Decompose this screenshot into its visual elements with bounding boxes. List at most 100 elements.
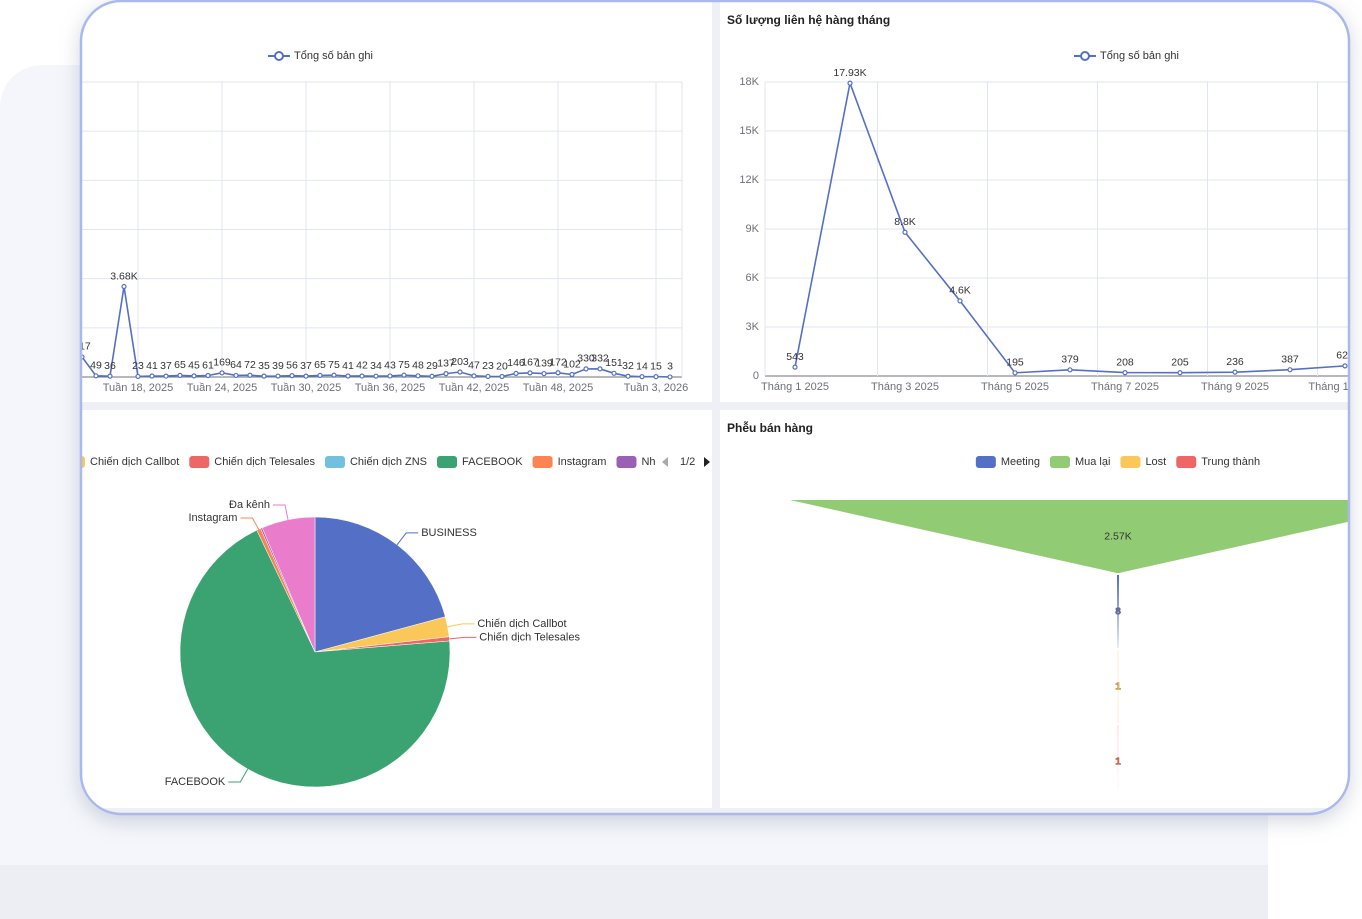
data-label: 37 [160, 360, 172, 372]
slice-label: Chiến dịch Telesales [479, 631, 580, 643]
data-label: 43 [384, 360, 396, 372]
data-point [1122, 370, 1128, 376]
pie-slice [179, 529, 451, 788]
data-label: 20 [496, 360, 508, 372]
legend-marker [1080, 51, 1090, 61]
data-label: 34 [370, 360, 382, 372]
data-label: 151 [605, 357, 623, 369]
legend-label: Instagram [558, 456, 607, 468]
legend-next[interactable] [704, 457, 710, 467]
data-point [792, 364, 798, 370]
label-line [228, 768, 249, 783]
slice-label: Instagram [188, 512, 237, 524]
data-label: 102 [563, 358, 581, 370]
data-point [1012, 370, 1018, 376]
data-label: 169 [213, 357, 231, 369]
data-label: 47 [468, 360, 480, 372]
data-label: 620 [1336, 350, 1354, 362]
data-label: 45 [188, 360, 200, 372]
data-point [163, 373, 169, 379]
data-label: 332 [591, 353, 609, 365]
data-point [902, 229, 908, 235]
legend-marker [616, 456, 637, 468]
data-point [583, 366, 589, 372]
legend-label: Tổng số bản ghi [1100, 50, 1179, 62]
funnel-layer [1116, 575, 1120, 648]
slice-label: Chiến dịch Callbot [477, 618, 566, 630]
weekly-panel: Tuần 18, 2025 Tuần 24, 2025 Tuần 30, 2025 T… [73, 2, 712, 402]
panel-bg [82, 2, 712, 402]
data-label: 8.8K [894, 216, 916, 228]
x-tick-label: Tuần 30, 2025 [271, 382, 342, 394]
data-label: 65 [174, 359, 186, 371]
legend-marker [1120, 456, 1141, 468]
data-label: 75 [328, 359, 340, 371]
x-tick-label: Tháng 1 2025 [761, 381, 829, 393]
slice-label: Đa kênh [229, 499, 270, 511]
data-point [527, 370, 533, 376]
data-point [191, 373, 197, 379]
monthly-panel: Số lượng liên hệ hàng tháng 0 3K 6K 9K 12K 15… [720, 2, 1354, 402]
data-label: 817 [73, 341, 91, 353]
legend-label: Lost [1145, 456, 1166, 468]
legend-label: Meeting [1001, 456, 1040, 468]
x-tick-label: Tháng 9 2025 [1201, 381, 1269, 393]
data-point [387, 373, 393, 379]
data-label: 42 [356, 360, 368, 372]
card-content: Tuần 18, 2025 Tuần 24, 2025 Tuần 30, 2025 T… [73, 2, 1354, 808]
data-label: 236 [1226, 356, 1244, 368]
data-label: 35 [258, 360, 270, 372]
x-tick-label: Tuần 42, 2025 [439, 382, 510, 394]
data-point [443, 371, 449, 377]
legend-marker [1176, 456, 1197, 468]
data-point [569, 371, 575, 378]
data-label: 146 [507, 357, 525, 369]
legend-label: Trung thành [1201, 456, 1260, 468]
data-label: 203 [451, 356, 469, 368]
panel-title: Số lượng liên hệ hàng tháng [727, 13, 890, 27]
data-label: 543 [786, 351, 804, 363]
slice-label: BUSINESS [421, 527, 477, 539]
data-label: 172 [549, 357, 567, 369]
data-label: 41 [146, 360, 158, 372]
data-label: 137 [437, 357, 455, 369]
data-point [639, 374, 645, 380]
data-point [457, 369, 463, 375]
data-label: 387 [1281, 353, 1299, 365]
data-point [401, 372, 407, 378]
x-tick-label: Tuần 3, 2026 [624, 382, 688, 394]
data-point [847, 80, 853, 86]
data-label: 205 [1171, 356, 1189, 368]
data-label: 3.68K [110, 270, 137, 282]
data-label: 61 [202, 359, 214, 371]
data-point [541, 370, 547, 377]
data-label: 17.93K [833, 67, 866, 79]
legend-prev[interactable] [662, 457, 668, 467]
data-label: 36 [104, 360, 116, 372]
y-tick-label: 0 [753, 370, 759, 382]
data-label: 379 [1061, 354, 1079, 366]
x-tick-label: Tuần 24, 2025 [187, 382, 258, 394]
x-tick-label: Tuần 36, 2025 [355, 382, 426, 394]
data-point [359, 373, 365, 379]
data-point [471, 373, 477, 379]
data-label: 37 [300, 360, 312, 372]
label-line [449, 636, 477, 640]
legend-marker [324, 456, 345, 468]
data-label: 64 [230, 359, 242, 371]
data-point [303, 373, 309, 379]
x-tick-label: Tháng 7 2025 [1091, 381, 1159, 393]
funnel-panel: Phễu bán hàng Meeting Mua lại Lost Trung th… [720, 410, 1348, 808]
data-label: 23 [132, 360, 144, 372]
y-tick-label: 12K [739, 174, 759, 186]
data-label: 23 [482, 360, 494, 372]
data-label: 15 [650, 360, 662, 372]
data-label: 167 [521, 357, 539, 369]
data-label: 56 [286, 359, 298, 371]
data-label: 14 [636, 360, 648, 372]
data-point [135, 373, 141, 380]
data-point [625, 373, 631, 379]
data-point [107, 373, 113, 379]
y-tick-label: 15K [739, 125, 759, 137]
